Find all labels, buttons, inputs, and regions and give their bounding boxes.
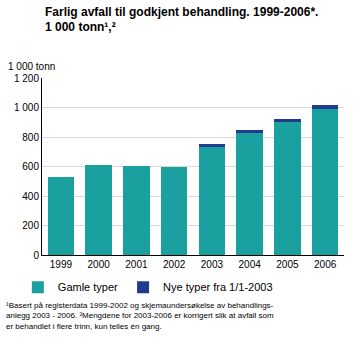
svg-text:2000: 2000 (88, 259, 111, 270)
svg-text:1999: 1999 (50, 259, 73, 270)
svg-text:1 000 tonn: 1 000 tonn (8, 61, 55, 72)
svg-text:800: 800 (22, 132, 39, 143)
svg-text:400: 400 (22, 191, 39, 202)
svg-text:1 200: 1 200 (14, 73, 39, 84)
svg-text:Gamle typer: Gamle typer (58, 281, 118, 293)
svg-text:600: 600 (22, 161, 39, 172)
svg-text:1 000: 1 000 (14, 102, 39, 113)
svg-text:0: 0 (33, 250, 39, 261)
svg-text:¹Basert på registerdata 1999-2: ¹Basert på registerdata 1999-2002 og skj… (6, 301, 274, 331)
svg-text:200: 200 (22, 220, 39, 231)
svg-text:2003: 2003 (201, 259, 224, 270)
svg-text:2002: 2002 (163, 259, 186, 270)
svg-text:2004: 2004 (239, 259, 262, 270)
svg-text:2006: 2006 (314, 259, 337, 270)
svg-text:2001: 2001 (125, 259, 148, 270)
svg-text:2005: 2005 (276, 259, 299, 270)
svg-text:Nye typer fra 1/1-2003: Nye typer fra 1/1-2003 (163, 281, 272, 293)
svg-text:Farlig avfall til godkjent beh: Farlig avfall til godkjent behandling. 1… (45, 5, 318, 35)
